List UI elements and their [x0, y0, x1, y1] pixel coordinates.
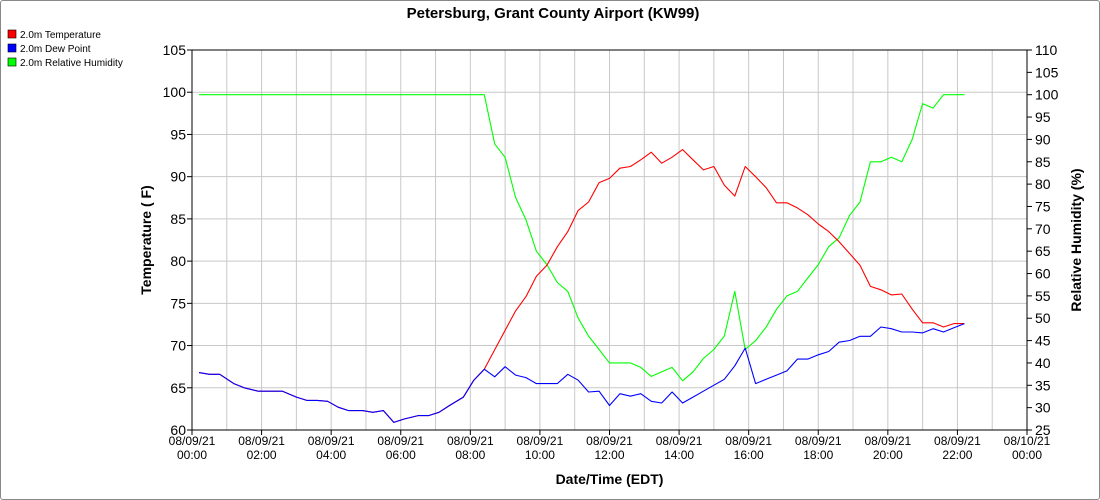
y-tick-label: 100	[163, 84, 187, 100]
x-tick-date: 08/09/21	[377, 434, 424, 448]
y-axis-label: Temperature ( F)	[138, 185, 154, 294]
x-tick-time: 16:00	[734, 448, 764, 462]
series-line-2-0m-dew-point	[198, 323, 965, 423]
y2-tick-label: 35	[1035, 377, 1051, 393]
x-tick-time: 18:00	[803, 448, 833, 462]
y2-tick-label: 65	[1035, 243, 1051, 259]
y2-tick-label: 90	[1035, 131, 1051, 147]
y2-tick-label: 75	[1035, 198, 1051, 214]
y2-tick-label: 100	[1035, 87, 1059, 103]
y2-tick-label: 95	[1035, 109, 1051, 125]
x-tick-date: 08/09/21	[517, 434, 564, 448]
x-tick-time: 14:00	[664, 448, 694, 462]
x-tick-date: 08/09/21	[725, 434, 772, 448]
y-tick-label: 70	[170, 338, 186, 354]
y2-tick-label: 60	[1035, 266, 1051, 282]
y2-tick-label: 105	[1035, 64, 1059, 80]
y2-axis-label: Relative Humidity (%)	[1068, 168, 1084, 311]
y-tick-label: 95	[170, 126, 186, 142]
y-tick-label: 65	[170, 380, 186, 396]
x-tick-date: 08/09/21	[934, 434, 981, 448]
legend-label: 2.0m Dew Point	[20, 44, 91, 55]
legend-label: 2.0m Temperature	[20, 30, 101, 41]
y2-tick-label: 50	[1035, 310, 1051, 326]
x-tick-time: 10:00	[525, 448, 555, 462]
series-line-2-0m-relative-humidity	[199, 94, 965, 382]
x-tick-time: 06:00	[386, 448, 416, 462]
legend: 2.0m Temperature 2.0m Dew Point 2.0m Relat…	[7, 29, 123, 69]
y-tick-label: 105	[163, 42, 187, 58]
y-tick-label: 75	[170, 295, 186, 311]
x-tick-time: 00:00	[1012, 448, 1042, 462]
x-tick-date: 08/09/21	[586, 434, 633, 448]
legend-swatch	[7, 43, 17, 53]
x-tick-time: 08:00	[455, 448, 485, 462]
x-tick-time: 12:00	[594, 448, 624, 462]
chart-title: Petersburg, Grant County Airport (KW99)	[407, 5, 700, 22]
y2-tick-label: 30	[1035, 400, 1051, 416]
grid	[191, 49, 1028, 431]
y-tick-label: 80	[170, 253, 186, 269]
x-tick-time: 04:00	[316, 448, 346, 462]
x-axis-ticks: 08/09/2100:0008/09/2102:0008/09/2104:000…	[169, 430, 1051, 462]
y2-tick-label: 55	[1035, 288, 1051, 304]
x-tick-date: 08/09/21	[447, 434, 494, 448]
x-tick-time: 22:00	[942, 448, 972, 462]
y2-tick-label: 70	[1035, 221, 1051, 237]
y2-tick-label: 45	[1035, 333, 1051, 349]
y2-tick-label: 110	[1035, 42, 1058, 58]
y2-tick-label: 80	[1035, 176, 1051, 192]
y-axis-left-ticks: 60 65 70 75 80 85 90 95 100 105	[163, 42, 192, 438]
x-tick-date: 08/09/21	[238, 434, 285, 448]
y-axis-right-ticks: 25 30 35 40 45 50 55 60 65 70 75 80 85 90 95 100 105 110	[1027, 42, 1059, 438]
x-tick-time: 20:00	[873, 448, 903, 462]
x-tick-date: 08/09/21	[169, 434, 216, 448]
y-tick-label: 90	[170, 169, 186, 185]
x-tick-date: 08/09/21	[864, 434, 911, 448]
legend-swatch	[7, 57, 17, 67]
x-tick-date: 08/10/21	[1004, 434, 1051, 448]
series-group	[198, 94, 965, 423]
legend-label: 2.0m Relative Humidity	[20, 58, 123, 69]
y2-tick-label: 40	[1035, 355, 1051, 371]
legend-swatch	[7, 29, 17, 39]
x-tick-time: 00:00	[177, 448, 207, 462]
x-axis-label: Date/Time (EDT)	[556, 471, 664, 487]
x-tick-date: 08/09/21	[656, 434, 703, 448]
y-tick-label: 60	[170, 422, 186, 438]
series-line-2-0m-temperature	[198, 149, 965, 423]
y-tick-label: 85	[170, 211, 186, 227]
y2-tick-label: 85	[1035, 154, 1051, 170]
x-tick-date: 08/09/21	[795, 434, 842, 448]
y2-tick-label: 25	[1035, 422, 1051, 438]
x-tick-time: 02:00	[247, 448, 277, 462]
x-tick-date: 08/09/21	[308, 434, 355, 448]
